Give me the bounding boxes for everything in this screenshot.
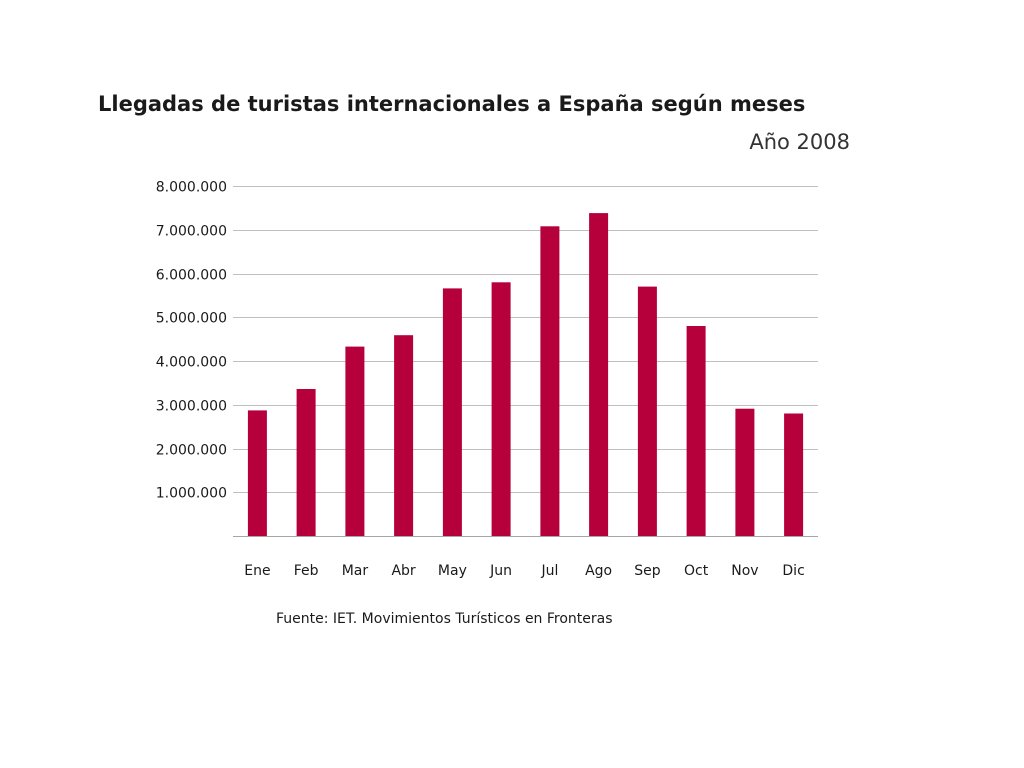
bar-feb bbox=[296, 389, 316, 536]
y-tick-label: 1.000.000 bbox=[156, 486, 227, 502]
x-tick-label: Ago bbox=[585, 563, 612, 579]
y-tick-label: 5.000.000 bbox=[156, 311, 227, 327]
x-tick-label: May bbox=[438, 563, 467, 579]
bar-sep bbox=[637, 286, 657, 536]
x-tick-label: Oct bbox=[684, 563, 709, 579]
bar-jun bbox=[491, 282, 511, 537]
bar-may bbox=[442, 288, 462, 536]
bar-nov bbox=[735, 408, 755, 536]
x-tick-label: Mar bbox=[342, 563, 369, 579]
x-tick-label: Jul bbox=[540, 563, 558, 579]
chart-title: Llegadas de turistas internacionales a E… bbox=[98, 92, 806, 116]
x-tick-label: Jun bbox=[489, 563, 512, 579]
chart-source: Fuente: IET. Movimientos Turísticos en F… bbox=[276, 611, 613, 627]
bar-jul bbox=[540, 226, 560, 537]
y-tick-label: 2.000.000 bbox=[156, 443, 227, 459]
x-tick-label: Feb bbox=[294, 563, 319, 579]
y-tick-label: 8.000.000 bbox=[156, 180, 227, 196]
bars bbox=[247, 213, 804, 537]
bar-dic bbox=[784, 413, 804, 536]
bar-ene bbox=[247, 410, 267, 536]
x-tick-label: Ene bbox=[244, 563, 270, 579]
y-tick-label: 4.000.000 bbox=[156, 355, 227, 371]
x-tick-labels: Ene Feb Mar Abr May Jun Jul Ago Sep Oct Nov Dic bbox=[244, 563, 805, 579]
bar-abr bbox=[394, 335, 414, 536]
bar-oct bbox=[686, 326, 706, 536]
y-tick-label: 6.000.000 bbox=[156, 268, 227, 284]
bar-mar bbox=[345, 346, 365, 536]
grid-lines bbox=[233, 186, 818, 493]
x-tick-label: Nov bbox=[731, 563, 758, 579]
y-tick-label: 7.000.000 bbox=[156, 224, 227, 240]
bar-ago bbox=[589, 213, 609, 536]
y-tick-label: 3.000.000 bbox=[156, 399, 227, 415]
x-tick-label: Abr bbox=[391, 563, 415, 579]
x-tick-label: Dic bbox=[782, 563, 804, 579]
y-tick-labels: 1.000.000 2.000.000 3.000.000 4.000.000 5.00… bbox=[156, 180, 227, 502]
x-tick-label: Sep bbox=[634, 563, 661, 579]
chart-subtitle: Año 2008 bbox=[749, 130, 850, 154]
